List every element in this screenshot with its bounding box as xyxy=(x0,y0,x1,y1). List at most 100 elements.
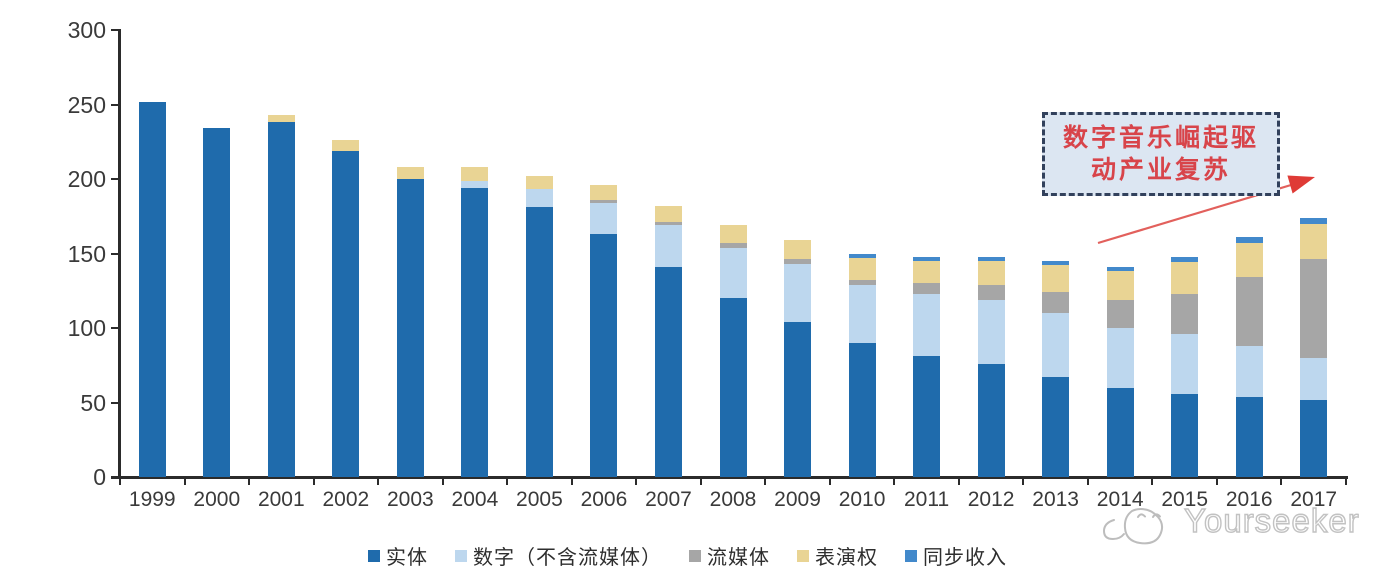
x-axis-label-2003: 2003 xyxy=(387,488,434,511)
bar-stack-2008 xyxy=(719,225,747,477)
bar-segment-performance_rights xyxy=(525,176,553,190)
bar-segment-performance_rights xyxy=(1171,262,1199,294)
bar-segment-physical xyxy=(719,298,747,477)
bar-stack-2010 xyxy=(848,253,876,477)
x-axis-label-2002: 2002 xyxy=(322,488,370,511)
bar-stack-2005 xyxy=(525,176,553,477)
legend: 实体 数字（不含流媒体） 流媒体 表演权 同步收入 xyxy=(368,541,1007,570)
bar-segment-digital_excl_streaming xyxy=(848,284,876,343)
y-axis-tick xyxy=(111,103,119,106)
bar-segment-streaming xyxy=(1300,259,1328,358)
bar-segment-streaming xyxy=(1235,277,1263,346)
bar-segment-physical xyxy=(267,122,295,477)
bar-segment-performance_rights xyxy=(267,114,295,123)
bar-segment-streaming xyxy=(590,199,618,203)
x-axis-tick xyxy=(1345,477,1347,485)
legend-label-digital_excl_streaming: 数字（不含流媒体） xyxy=(473,547,662,569)
bar-segment-physical xyxy=(203,128,231,477)
bar-segment-digital_excl_streaming xyxy=(1300,357,1328,400)
x-axis-tick xyxy=(764,477,767,485)
bar-stack-2006 xyxy=(590,185,618,477)
x-axis-label-2007: 2007 xyxy=(645,488,692,511)
y-axis-tick-label: 150 xyxy=(67,240,106,267)
legend-swatch-streaming xyxy=(689,549,701,562)
bar-segment-streaming xyxy=(719,243,747,248)
x-axis-tick xyxy=(957,477,960,485)
bar-segment-digital_excl_streaming xyxy=(461,180,489,188)
bar-segment-performance_rights xyxy=(848,257,876,281)
bar-segment-sync_revenue xyxy=(977,256,1005,261)
legend-item-streaming: 流媒体 xyxy=(689,541,770,570)
bar-segment-performance_rights xyxy=(1300,223,1328,260)
bar-segment-physical xyxy=(525,207,553,477)
legend-label-sync_revenue: 同步收入 xyxy=(923,547,1007,569)
legend-item-performance_rights: 表演权 xyxy=(797,541,878,570)
yourseeker-logo-icon xyxy=(1102,507,1164,545)
y-axis-tick-label: 300 xyxy=(67,17,106,43)
bar-segment-sync_revenue xyxy=(1300,217,1328,224)
x-axis-label-2000: 2000 xyxy=(193,488,241,511)
bar-segment-performance_rights xyxy=(332,140,360,151)
x-axis-tick xyxy=(377,477,380,485)
bar-segment-digital_excl_streaming xyxy=(654,225,682,267)
x-axis-label-2012: 2012 xyxy=(967,488,1015,511)
bar-stack-2000 xyxy=(203,128,231,477)
x-axis-tick xyxy=(699,477,702,485)
bar-stack-2011 xyxy=(913,256,941,477)
bar-segment-sync_revenue xyxy=(1171,256,1199,263)
legend-label-streaming: 流媒体 xyxy=(707,547,770,569)
y-axis-line xyxy=(118,29,121,479)
bar-stack-2012 xyxy=(977,256,1005,477)
x-axis-label-2015: 2015 xyxy=(1161,488,1209,511)
x-axis-label-2008: 2008 xyxy=(709,488,757,511)
x-axis-tick xyxy=(1151,477,1154,485)
x-axis-label-2005: 2005 xyxy=(516,488,563,511)
y-axis-tick xyxy=(111,252,119,255)
bar-segment-digital_excl_streaming xyxy=(1042,313,1070,378)
x-axis-line xyxy=(111,476,1348,479)
annotation-text-line-2: 动产业复苏 xyxy=(1090,156,1231,184)
legend-swatch-performance_rights xyxy=(797,549,809,562)
y-axis-tick-label: 100 xyxy=(67,315,106,341)
bar-segment-sync_revenue xyxy=(848,253,876,258)
x-axis-label-2011: 2011 xyxy=(903,488,950,511)
x-axis-label-2010: 2010 xyxy=(838,488,886,511)
bar-segment-digital_excl_streaming xyxy=(590,202,618,235)
bar-segment-performance_rights xyxy=(913,260,941,284)
bar-segment-physical xyxy=(654,266,682,477)
x-axis-tick xyxy=(441,477,444,485)
bar-stack-2016 xyxy=(1235,237,1263,477)
bar-segment-physical xyxy=(332,150,360,477)
x-axis-tick xyxy=(1086,477,1089,485)
annotation-arrowhead xyxy=(1287,175,1315,194)
bar-segment-performance_rights xyxy=(1106,271,1134,300)
x-axis-tick xyxy=(506,477,509,485)
bar-segment-performance_rights xyxy=(396,167,424,179)
y-axis-tick-label: 200 xyxy=(67,166,106,192)
x-axis-label-2014: 2014 xyxy=(1096,488,1144,511)
bar-segment-streaming xyxy=(913,283,941,294)
bar-segment-performance_rights xyxy=(590,185,618,200)
bar-segment-physical xyxy=(977,363,1005,477)
bar-segment-streaming xyxy=(848,280,876,285)
bar-segment-physical xyxy=(396,179,424,477)
y-axis-tick-label: 50 xyxy=(80,389,106,416)
bar-segment-streaming xyxy=(1106,299,1134,329)
legend-item-physical: 实体 xyxy=(368,541,428,570)
bar-segment-performance_rights xyxy=(784,240,812,260)
bar-stack-2013 xyxy=(1042,260,1070,477)
y-axis-tick-label: 250 xyxy=(67,91,106,118)
annotation-box: 数字音乐崛起驱 动产业复苏 xyxy=(1042,112,1280,196)
x-axis-label-2013: 2013 xyxy=(1032,488,1079,511)
bar-segment-digital_excl_streaming xyxy=(977,299,1005,364)
y-axis-tick xyxy=(111,401,119,404)
x-axis-tick xyxy=(1022,477,1025,485)
x-axis-label-2004: 2004 xyxy=(451,488,499,511)
x-axis-tick xyxy=(119,477,121,485)
bar-segment-digital_excl_streaming xyxy=(1235,345,1263,397)
bar-segment-digital_excl_streaming xyxy=(1171,333,1199,394)
bar-segment-performance_rights xyxy=(1235,243,1263,278)
watermark: Yourseeker xyxy=(1098,494,1360,552)
x-axis-tick xyxy=(893,477,896,485)
bar-segment-physical xyxy=(1106,387,1134,477)
